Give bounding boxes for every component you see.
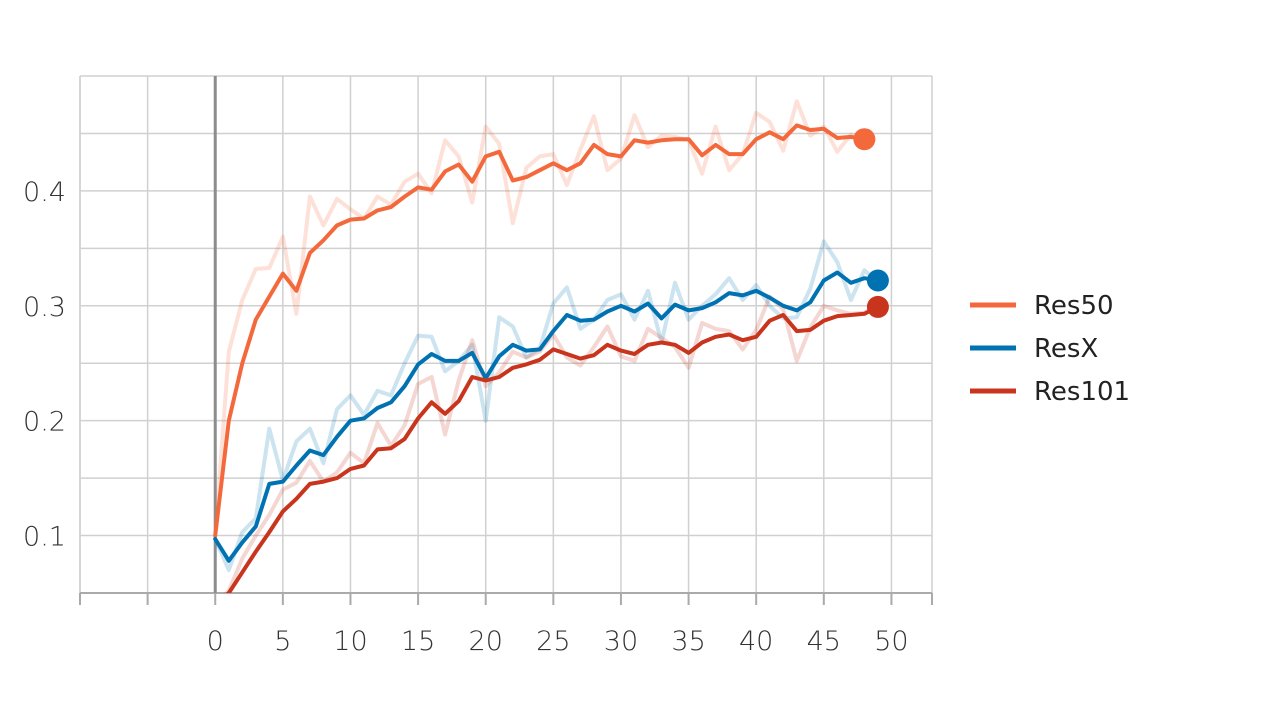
smoothed-series-lines (213, 123, 880, 593)
axes (79, 76, 933, 605)
y-tick-label: 0.1 (23, 522, 66, 553)
legend-label-res50: Res50 (1034, 291, 1114, 321)
smoothed-line-res50 (213, 123, 867, 538)
x-tick-label: 35 (671, 626, 705, 657)
x-tick-label: 0 (207, 626, 224, 657)
x-tick-label: 30 (604, 626, 638, 657)
smoothed-line-resx (213, 270, 880, 563)
raw-line-res50 (213, 99, 866, 536)
x-tick-label: 15 (401, 626, 435, 657)
x-tick-label: 50 (874, 626, 908, 657)
end-marker-resx (866, 269, 889, 292)
end-marker-res50 (853, 128, 876, 151)
x-tick-label: 20 (469, 626, 503, 657)
legend-label-resx: ResX (1034, 334, 1098, 364)
x-tick-label: 25 (536, 626, 570, 657)
tick-labels: 0 5 10 15 20 25 30 35 40 45 50 0.1 0.2 0.3 0.4 (23, 177, 909, 657)
x-tick-label: 45 (807, 626, 841, 657)
legend-label-res101: Res101 (1034, 377, 1130, 407)
end-markers (853, 128, 889, 318)
y-tick-label: 0.3 (23, 292, 66, 323)
x-tick-label: 40 (739, 626, 773, 657)
y-tick-label: 0.2 (23, 407, 66, 438)
y-tick-label: 0.4 (23, 177, 66, 208)
raw-line-resx (213, 239, 880, 572)
x-tick-label: 5 (274, 626, 291, 657)
x-tick-label: 10 (333, 626, 367, 657)
end-marker-res101 (866, 295, 889, 318)
grid (79, 75, 933, 593)
legend: Res50 ResX Res101 (970, 291, 1130, 407)
smoothed-line-res101 (225, 304, 880, 593)
